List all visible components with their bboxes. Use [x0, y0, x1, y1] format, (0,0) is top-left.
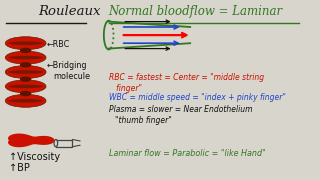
Ellipse shape: [8, 56, 43, 59]
Ellipse shape: [8, 85, 43, 88]
Polygon shape: [9, 134, 54, 147]
Text: RBC = fastest = Center = "middle string: RBC = fastest = Center = "middle string: [109, 73, 264, 82]
Text: "thumb finger": "thumb finger": [115, 116, 172, 125]
Ellipse shape: [20, 76, 31, 82]
Ellipse shape: [5, 51, 46, 64]
Text: ↑BP: ↑BP: [9, 163, 30, 173]
Bar: [56, 140, 72, 147]
Ellipse shape: [20, 62, 31, 68]
Ellipse shape: [20, 48, 31, 53]
Ellipse shape: [54, 140, 58, 147]
Ellipse shape: [20, 91, 31, 96]
Ellipse shape: [8, 99, 43, 103]
Text: ←Bridging: ←Bridging: [47, 61, 87, 70]
Text: Normal bloodflow = Laminar: Normal bloodflow = Laminar: [109, 5, 283, 18]
Text: molecule: molecule: [53, 72, 90, 81]
Text: Plasma = slower = Near Endothelium: Plasma = slower = Near Endothelium: [109, 105, 252, 114]
Ellipse shape: [8, 70, 43, 74]
Text: Rouleaux: Rouleaux: [38, 5, 100, 18]
Text: ↑Viscosity: ↑Viscosity: [9, 152, 60, 162]
Text: ←RBC: ←RBC: [47, 40, 70, 49]
Text: WBC = middle speed = "index + pinky finger": WBC = middle speed = "index + pinky fing…: [109, 93, 285, 102]
Ellipse shape: [5, 66, 46, 78]
Ellipse shape: [8, 41, 43, 45]
Ellipse shape: [5, 94, 46, 107]
Ellipse shape: [5, 80, 46, 93]
Ellipse shape: [5, 37, 46, 50]
Text: Laminar flow = Parabolic = "like Hand": Laminar flow = Parabolic = "like Hand": [109, 148, 265, 158]
Text: finger": finger": [109, 84, 142, 93]
